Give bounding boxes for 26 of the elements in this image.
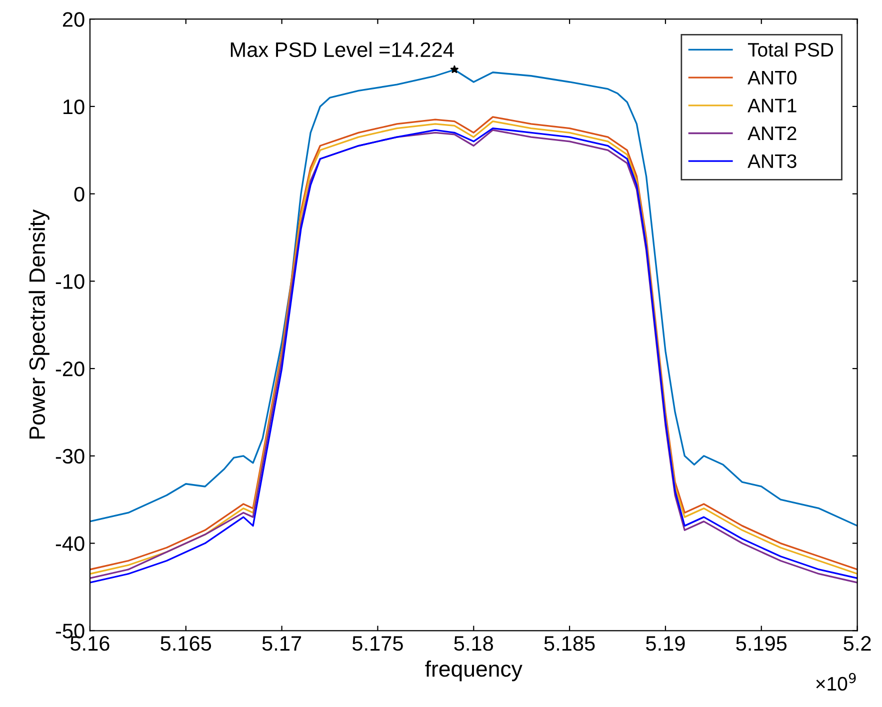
legend-label: Total PSD bbox=[748, 42, 834, 57]
y-axis-title: Power Spectral Density bbox=[28, 209, 50, 439]
x-tick-label: 5.2 bbox=[844, 636, 871, 651]
y-tick-label: -30 bbox=[56, 448, 84, 464]
x-axis-title: frequency bbox=[425, 660, 522, 682]
y-tick-label: -40 bbox=[56, 536, 84, 552]
x-tick-label: 5.185 bbox=[544, 636, 595, 651]
x-tick-label: 5.18 bbox=[454, 636, 494, 651]
x-tick-label: 5.195 bbox=[736, 636, 787, 651]
y-tick-label: 10 bbox=[64, 99, 84, 114]
y-tick-label: -10 bbox=[56, 274, 84, 289]
x-tick-label: 5.19 bbox=[646, 636, 685, 651]
legend-label: ANT3 bbox=[748, 154, 796, 168]
y-tick-label: -20 bbox=[56, 362, 84, 376]
x-tick-label: 5.175 bbox=[352, 636, 403, 651]
legend-label: ANT1 bbox=[748, 98, 796, 112]
legend-label: ANT2 bbox=[748, 126, 796, 140]
y-tick-label: 0 bbox=[74, 186, 84, 202]
text: ×10$^{9}$ bbox=[816, 672, 856, 691]
x-tick-label: 5.16 bbox=[70, 636, 110, 651]
annotation: Max PSD Level =14.224 bbox=[230, 42, 454, 58]
y-tick-label: 20 bbox=[62, 12, 84, 27]
x-tick-label: 5.165 bbox=[160, 636, 212, 651]
x-tick-label: 5.17 bbox=[262, 636, 302, 651]
y-tick-label: -50 bbox=[56, 624, 84, 638]
legend-label: ANT0 bbox=[748, 70, 796, 85]
